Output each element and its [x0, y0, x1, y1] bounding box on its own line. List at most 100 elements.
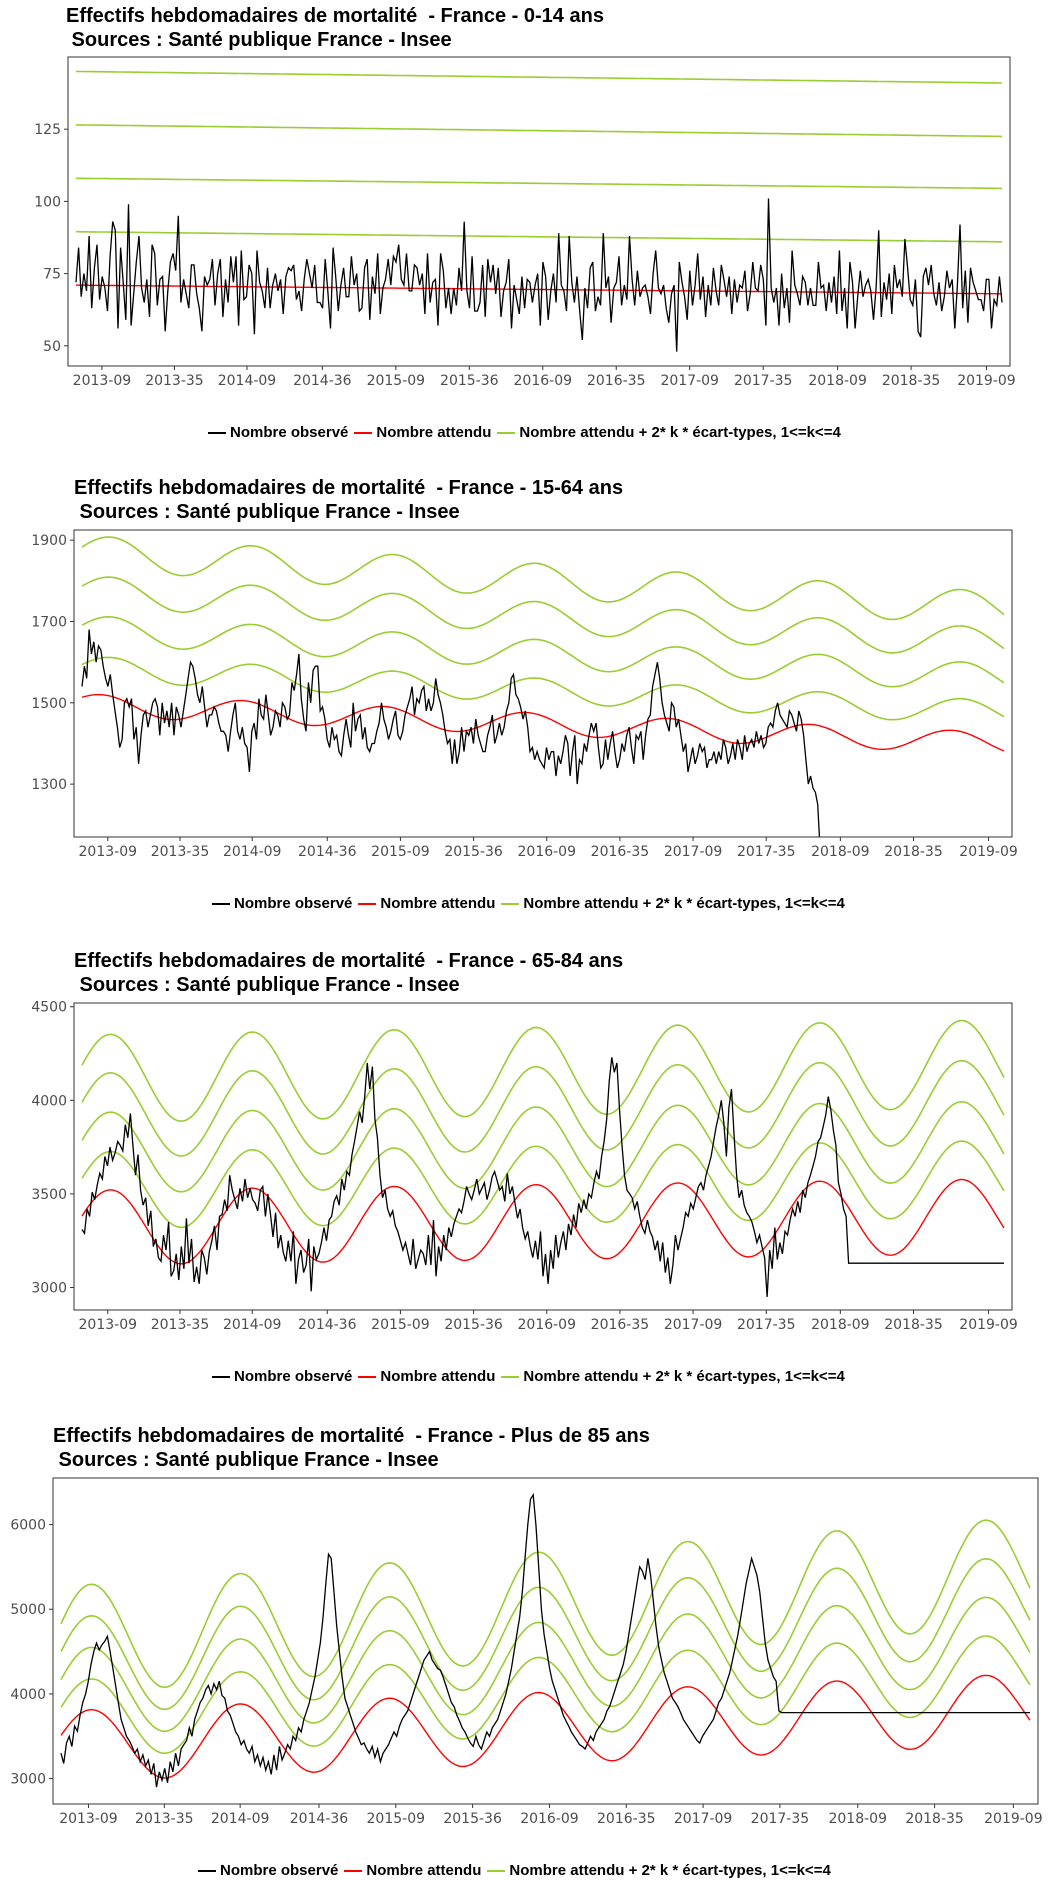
chart-svg: 50 75 100 125 2013-09 2013-35 2014-09 2014-36 20… [34, 56, 1016, 389]
x-tick-label: 2015-36 [444, 844, 503, 860]
legend-item-observed: Nombre observé [198, 1862, 338, 1879]
legend-item-expected: Nombre attendu [358, 1368, 495, 1385]
x-tick-label: 2017-09 [674, 1811, 733, 1827]
chart-subtitle-line: Sources : Santé publique France - Insee [74, 501, 460, 523]
legend-label-bands: Nombre attendu + 2* k * écart-types, 1<=… [523, 895, 845, 912]
plot-area [81, 536, 1005, 837]
plot-area [75, 70, 1003, 352]
x-tick-label: 2016-35 [591, 1317, 650, 1333]
x-tick-label: 2014-36 [298, 844, 357, 860]
x-tick-label: 2015-36 [443, 1811, 502, 1827]
chart-subtitle-line: Sources : Santé publique France - Insee [53, 1449, 439, 1471]
legend-key-observed [208, 431, 226, 434]
legend-label-bands: Nombre attendu + 2* k * écart-types, 1<=… [519, 424, 841, 441]
band-line-4 [75, 70, 1002, 84]
legend-label-observed: Nombre observé [230, 424, 349, 441]
chart-block-1: Effectifs hebdomadaires de mortalité - F… [0, 472, 1049, 944]
chart-title-line: Effectifs hebdomadaires de mortalité - F… [74, 477, 624, 499]
legend: Nombre observé Nombre attendu Nombre atten… [208, 424, 847, 441]
expected-line [60, 1674, 1031, 1779]
plot-area [81, 1019, 1005, 1297]
band-line-3 [81, 576, 1005, 654]
chart-title: Effectifs hebdomadaires de mortalité - F… [74, 949, 623, 997]
plot-frame [67, 56, 1011, 367]
x-tick-label: 2018-35 [884, 1317, 943, 1333]
y-tick-label: 6000 [10, 1518, 46, 1534]
legend-key-expected [344, 1869, 363, 1872]
x-tick-label: 2013-35 [145, 373, 204, 389]
legend: Nombre observé Nombre attendu Nombre atten… [198, 1862, 837, 1879]
legend-item-expected: Nombre attendu [358, 895, 495, 912]
legend-item-bands: Nombre attendu + 2* k * écart-types, 1<=… [497, 424, 841, 441]
x-tick-label: 2015-09 [371, 844, 430, 860]
x-tick-label: 2017-35 [737, 844, 796, 860]
band-line-2 [76, 177, 1002, 190]
x-tick-label: 2013-09 [79, 1317, 138, 1333]
legend-item-bands: Nombre attendu + 2* k * écart-types, 1<=… [501, 895, 845, 912]
chart-svg: 3000 3500 4000 4500 2013-09 2013-35 2014-09 201… [31, 1000, 1018, 1333]
x-tick-label: 2017-35 [737, 1317, 796, 1333]
x-tick-label: 2015-09 [367, 1811, 426, 1827]
chart-block-3: Effectifs hebdomadaires de mortalité - F… [0, 1420, 1049, 1892]
legend-item-observed: Nombre observé [212, 895, 352, 912]
legend: Nombre observé Nombre attendu Nombre atten… [212, 1368, 851, 1385]
x-tick-label: 2017-35 [734, 373, 793, 389]
y-tick-label: 3500 [31, 1187, 67, 1203]
band-line-3 [81, 1060, 1005, 1157]
legend-key-bands [497, 431, 516, 434]
y-tick-label: 50 [43, 339, 61, 355]
band-line-4 [60, 1519, 1031, 1689]
y-tick-label: 75 [43, 267, 61, 283]
y-tick-label: 1300 [31, 777, 67, 793]
x-tick-label: 2019-09 [957, 373, 1016, 389]
y-tick-label: 4000 [10, 1687, 46, 1703]
chart-title: Effectifs hebdomadaires de mortalité - F… [74, 476, 623, 524]
x-tick-label: 2013-35 [135, 1811, 194, 1827]
x-tick-label: 2014-09 [218, 373, 277, 389]
x-tick-label: 2015-09 [367, 373, 426, 389]
x-tick-label: 2013-35 [151, 1317, 210, 1333]
x-tick-label: 2018-35 [884, 844, 943, 860]
x-tick-label: 2016-35 [587, 373, 646, 389]
plot-area [60, 1492, 1031, 1788]
chart-title: Effectifs hebdomadaires de mortalité - F… [66, 4, 604, 52]
legend-item-observed: Nombre observé [212, 1368, 352, 1385]
legend-item-bands: Nombre attendu + 2* k * écart-types, 1<=… [487, 1862, 831, 1879]
legend-item-expected: Nombre attendu [344, 1862, 481, 1879]
y-tick-label: 5000 [10, 1602, 46, 1618]
legend-label-expected: Nombre attendu [380, 895, 496, 912]
x-tick-label: 2016-09 [518, 844, 577, 860]
chart-title-line: Effectifs hebdomadaires de mortalité - F… [74, 950, 624, 972]
legend-item-observed: Nombre observé [208, 424, 348, 441]
x-tick-label: 2013-09 [73, 373, 132, 389]
legend-label-expected: Nombre attendu [366, 1862, 482, 1879]
x-tick-label: 2017-09 [660, 373, 719, 389]
x-tick-label: 2013-35 [151, 844, 210, 860]
x-tick-label: 2019-09 [959, 1317, 1018, 1333]
x-tick-label: 2016-35 [597, 1811, 656, 1827]
expected-line [81, 1178, 1005, 1265]
plot-frame [73, 1002, 1013, 1311]
x-tick-label: 2014-09 [223, 844, 282, 860]
x-tick-label: 2017-09 [664, 844, 723, 860]
expected-line [81, 693, 1005, 752]
legend-label-observed: Nombre observé [220, 1862, 339, 1879]
observed-line [81, 1057, 1004, 1297]
plot-frame [73, 529, 1013, 838]
x-tick-label: 2017-35 [751, 1811, 810, 1827]
legend-key-bands [487, 1869, 506, 1872]
x-tick-label: 2018-09 [811, 844, 870, 860]
band-line-3 [60, 1557, 1031, 1711]
legend-label-bands: Nombre attendu + 2* k * écart-types, 1<=… [509, 1862, 831, 1879]
legend-key-observed [198, 1869, 216, 1872]
band-line-3 [76, 124, 1002, 138]
band-line-1 [81, 656, 1005, 721]
chart-svg: 1300 1500 1700 1900 2013-09 2013-35 2014-09 201… [31, 529, 1018, 860]
y-tick-label: 4000 [31, 1093, 67, 1109]
y-tick-label: 1500 [31, 696, 67, 712]
chart-subtitle-line: Sources : Santé publique France - Insee [66, 29, 452, 51]
x-tick-label: 2015-36 [444, 1317, 503, 1333]
y-tick-label: 1700 [31, 614, 67, 630]
legend-item-expected: Nombre attendu [354, 424, 491, 441]
x-tick-label: 2014-09 [211, 1811, 270, 1827]
